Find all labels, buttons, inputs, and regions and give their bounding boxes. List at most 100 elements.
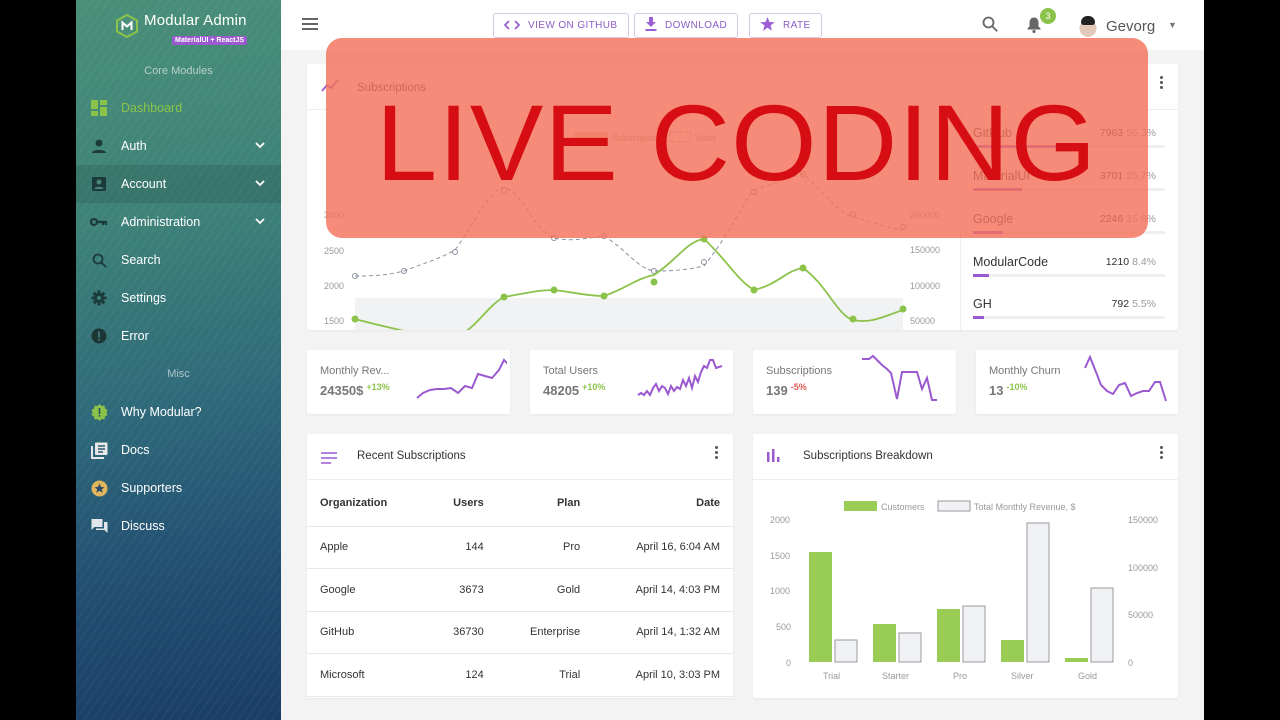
app-window: Modular Admin MaterialUI + ReactJS Core …	[76, 0, 1204, 720]
table-row[interactable]: Apple 144 Pro April 16, 6:04 AM	[307, 526, 733, 569]
sidebar-item-search[interactable]: Search	[76, 241, 281, 279]
download-button[interactable]: DOWNLOAD	[634, 13, 739, 38]
notifications-bell-icon[interactable]	[1027, 16, 1041, 38]
live-coding-text: LIVE CODING	[376, 81, 1098, 203]
more-vert-icon[interactable]	[715, 446, 719, 459]
sparkline	[1084, 354, 1167, 402]
kpi-delta: -5%	[790, 382, 807, 392]
view-on-github-button[interactable]: VIEW ON GITHUB	[493, 13, 629, 38]
table-row[interactable]: GitHub 36730 Enterprise April 14, 1:32 A…	[307, 611, 733, 654]
table-row[interactable]: Microsoft 124 Trial April 10, 3:03 PM	[307, 653, 733, 697]
search-icon	[90, 251, 108, 269]
caret-down-icon[interactable]: ▼	[1168, 20, 1177, 30]
dashboard-icon	[90, 99, 108, 117]
notes-icon	[321, 451, 337, 469]
cell-organization: Google	[307, 568, 426, 612]
rate-button[interactable]: RATE	[749, 13, 822, 38]
cell-date: April 14, 4:03 PM	[593, 568, 733, 612]
source-progress-bar	[973, 274, 1165, 277]
kpi-value: 24350$	[320, 383, 364, 398]
star-icon	[760, 17, 775, 34]
cell-plan: Gold	[496, 568, 594, 612]
svg-text:0: 0	[786, 658, 791, 668]
svg-text:100000: 100000	[910, 281, 940, 291]
source-pct: 5.5%	[1132, 298, 1156, 310]
star-circle-icon	[90, 479, 108, 497]
column-header-organization[interactable]: Organization	[307, 481, 426, 527]
cell-date: April 10, 3:03 PM	[593, 653, 733, 697]
sidebar-item-label: Docs	[121, 443, 150, 457]
column-header-users[interactable]: Users	[425, 481, 497, 527]
legend-revenue: Total Monthly Revenue, $	[974, 502, 1076, 512]
source-value: 1210	[1105, 256, 1130, 268]
svg-text:Trial: Trial	[823, 671, 840, 681]
legend-customers: Customers	[881, 502, 925, 512]
subscriptions-bar-chart: Customers Total Monthly Revenue, $ 2000 …	[770, 500, 1158, 681]
kpi-title: Monthly Rev...	[320, 365, 390, 377]
table-row[interactable]: Google 3673 Gold April 14, 4:03 PM	[307, 568, 733, 612]
recent-subscriptions-card: Recent Subscriptions Organization Users …	[307, 434, 733, 698]
svg-text:1500: 1500	[770, 551, 790, 561]
kpi-title: Monthly Churn	[989, 365, 1061, 377]
sparkline	[637, 359, 723, 397]
kpi-value: 139	[766, 383, 788, 398]
search-icon[interactable]	[982, 16, 998, 37]
subscriptions-table: Organization Users Plan Date Apple 144 P…	[307, 481, 733, 697]
svg-text:150000: 150000	[910, 245, 940, 255]
menu-toggle-icon[interactable]	[302, 18, 318, 30]
source-item: ModularCode 1210 8.4%	[973, 249, 1165, 289]
column-header-date[interactable]: Date	[593, 481, 733, 527]
sidebar-item-settings[interactable]: Settings	[76, 279, 281, 317]
sidebar-item-auth[interactable]: Auth	[76, 127, 281, 165]
avatar[interactable]	[1076, 14, 1100, 38]
cell-users: 36730	[425, 611, 497, 654]
more-vert-icon[interactable]	[1160, 76, 1164, 89]
svg-text:2000: 2000	[324, 281, 344, 291]
svg-text:150000: 150000	[1128, 515, 1158, 525]
sidebar: Modular Admin MaterialUI + ReactJS Core …	[76, 0, 281, 720]
sidebar-item-docs[interactable]: Docs	[76, 431, 281, 469]
error-icon	[90, 327, 108, 345]
sidebar-item-error[interactable]: Error	[76, 317, 281, 355]
svg-text:50000: 50000	[1128, 610, 1153, 620]
sidebar-item-label: Settings	[121, 291, 167, 305]
kpi-delta: +13%	[366, 382, 390, 392]
sidebar-item-why-modular[interactable]: Why Modular?	[76, 393, 281, 431]
cell-organization: Microsoft	[307, 653, 426, 697]
subscriptions-breakdown-card: Subscriptions Breakdown Customers Total …	[753, 434, 1178, 698]
cell-date: April 14, 1:32 AM	[593, 611, 733, 654]
svg-text:2000: 2000	[770, 515, 790, 525]
chevron-down-icon	[255, 179, 265, 190]
sidebar-item-label: Account	[121, 177, 167, 191]
svg-text:Pro: Pro	[953, 671, 967, 681]
kpi-card-subscriptions: Subscriptions 139 -5%	[753, 350, 956, 414]
sidebar-item-supporters[interactable]: Supporters	[76, 469, 281, 507]
source-progress-bar	[973, 316, 1165, 319]
sidebar-item-account[interactable]: Account	[76, 165, 281, 203]
table-header-row: Organization Users Plan Date	[307, 481, 733, 527]
kpi-delta: +10%	[582, 382, 606, 392]
svg-text:Gold: Gold	[1078, 671, 1097, 681]
sidebar-item-label: Error	[121, 329, 149, 343]
cell-plan: Enterprise	[496, 611, 594, 654]
svg-text:Starter: Starter	[882, 671, 909, 681]
svg-text:1000: 1000	[770, 586, 790, 596]
button-label: DOWNLOAD	[665, 20, 728, 31]
cell-plan: Trial	[496, 653, 594, 697]
column-header-plan[interactable]: Plan	[496, 481, 594, 527]
account-box-icon	[90, 175, 108, 193]
sidebar-item-administration[interactable]: Administration	[76, 203, 281, 241]
button-label: RATE	[783, 20, 811, 31]
sidebar-item-dashboard[interactable]: Dashboard	[76, 89, 281, 127]
more-vert-icon[interactable]	[1160, 446, 1164, 459]
cell-users: 3673	[425, 568, 497, 612]
brand[interactable]: Modular Admin MaterialUI + ReactJS	[116, 12, 248, 47]
sidebar-item-label: Auth	[121, 139, 147, 153]
legend-swatch-revenue	[937, 500, 971, 512]
sidebar-item-discuss[interactable]: Discuss	[76, 507, 281, 545]
user-name[interactable]: Gevorg	[1106, 18, 1156, 35]
svg-text:2500: 2500	[324, 246, 344, 256]
svg-text:1500: 1500	[324, 316, 344, 326]
cell-users: 124	[425, 653, 497, 697]
sidebar-item-label: Administration	[121, 215, 201, 229]
